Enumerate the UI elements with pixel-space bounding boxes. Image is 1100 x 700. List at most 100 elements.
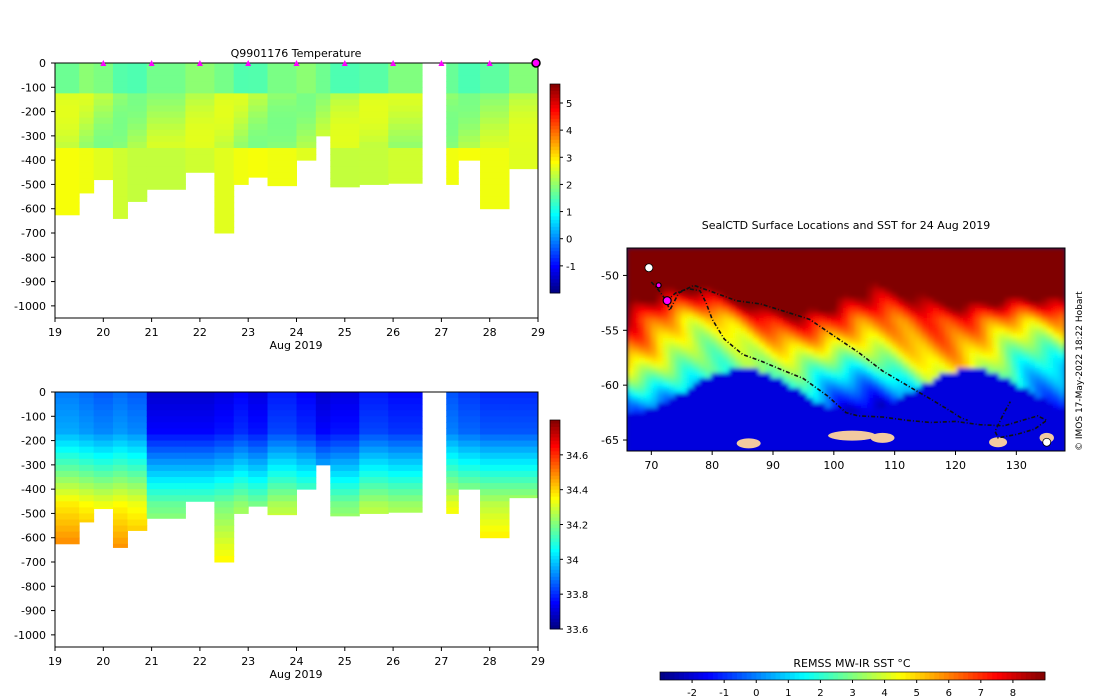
sst-cell <box>681 393 688 399</box>
sst-cell <box>879 348 886 354</box>
sst-cell <box>753 328 760 334</box>
sst-cell <box>933 378 940 384</box>
sst-cell <box>963 248 970 254</box>
sst-cell <box>783 303 790 309</box>
sst-cell <box>729 258 736 264</box>
sst-cell <box>753 283 760 289</box>
sst-cell <box>939 378 946 384</box>
sst-cell <box>867 353 874 359</box>
sst-cell <box>1005 383 1012 389</box>
sst-cell <box>981 418 988 424</box>
sst-cell <box>1041 423 1048 429</box>
sst-cell <box>675 248 682 254</box>
sst-cell <box>1011 388 1018 394</box>
temperature-cell <box>55 184 80 191</box>
sst-cell <box>765 308 772 314</box>
sst-cell <box>825 353 832 359</box>
temperature-cell <box>267 178 297 185</box>
sst-cell <box>795 333 802 339</box>
sst-cell <box>639 388 646 394</box>
salinity-cell <box>146 483 186 490</box>
temperature-ytick-label: -700 <box>21 227 46 240</box>
sst-cell <box>963 293 970 299</box>
sst-cell <box>627 448 634 451</box>
sst-cell <box>987 393 994 399</box>
temperature-cell <box>185 81 215 88</box>
sst-cell <box>867 348 874 354</box>
sst-cell <box>909 353 916 359</box>
temperature-colorbar-segment <box>550 118 560 123</box>
sst-cell <box>879 278 886 284</box>
sst-cell <box>1047 343 1054 349</box>
salinity-cell <box>93 446 114 454</box>
sst-cell <box>717 268 724 274</box>
sst-cell <box>867 443 874 449</box>
sst-cell <box>699 338 706 344</box>
temperature-colorbar-segment <box>550 167 560 172</box>
sst-cell <box>711 358 718 364</box>
temperature-cell <box>248 123 269 131</box>
sst-cell <box>699 438 706 444</box>
sst-cell <box>999 273 1006 279</box>
sst-cell <box>675 353 682 359</box>
sst-cell <box>813 323 820 329</box>
temperature-cell <box>248 93 269 100</box>
salinity-cell <box>480 477 510 484</box>
sst-cell <box>1017 378 1024 384</box>
sst-cell <box>1047 373 1054 379</box>
salinity-cell <box>480 398 510 405</box>
temperature-cell <box>55 93 80 100</box>
sst-cell <box>657 408 664 414</box>
sst-cell <box>849 303 856 309</box>
salinity-cell <box>480 440 510 448</box>
sst-cell <box>765 448 772 451</box>
sst-cell <box>789 448 796 451</box>
sst-cell <box>711 263 718 269</box>
temperature-colorbar-segment <box>550 94 560 99</box>
sst-cell <box>645 398 652 404</box>
surface-profile-marker <box>341 60 348 66</box>
sst-cell <box>771 413 778 419</box>
salinity-cell <box>214 549 235 557</box>
sst-cell <box>897 293 904 299</box>
sst-cell <box>981 298 988 304</box>
sst-cell <box>903 283 910 289</box>
temperature-colorbar-segment <box>550 125 560 130</box>
temperature-xtick-label: 23 <box>241 326 255 339</box>
temperature-cell <box>359 123 389 131</box>
temperature-colorbar-segment <box>550 209 560 214</box>
sst-cell <box>693 443 700 449</box>
sst-colorbar-segment <box>838 672 844 680</box>
sst-cell <box>1029 398 1036 404</box>
sst-cell <box>1029 403 1036 409</box>
sst-cell <box>789 278 796 284</box>
sst-cell <box>1029 303 1036 309</box>
sst-cell <box>1059 263 1065 269</box>
temperature-colorbar-segment <box>550 254 560 259</box>
sst-cell <box>855 338 862 344</box>
temperature-cell <box>296 93 317 100</box>
sst-cell <box>939 348 946 354</box>
sst-cell <box>849 328 856 334</box>
sst-cell <box>789 288 796 294</box>
sst-cell <box>651 283 658 289</box>
sst-cell <box>765 273 772 279</box>
salinity-colorbar-segment <box>550 468 560 473</box>
sst-cell <box>975 428 982 434</box>
sst-cell <box>873 368 880 374</box>
temperature-cell <box>248 63 269 70</box>
sst-cell <box>855 428 862 434</box>
sst-cell <box>789 433 796 439</box>
sst-cell <box>933 288 940 294</box>
sst-cell <box>741 283 748 289</box>
sst-cell <box>687 353 694 359</box>
sst-cell <box>1011 423 1018 429</box>
sst-cell <box>921 298 928 304</box>
temperature-cell <box>93 111 114 119</box>
sst-cell <box>639 338 646 344</box>
salinity-cell <box>480 404 510 411</box>
temperature-cell <box>79 166 95 173</box>
sst-cell <box>915 358 922 364</box>
sst-cell <box>843 343 850 349</box>
sst-cell <box>711 308 718 314</box>
